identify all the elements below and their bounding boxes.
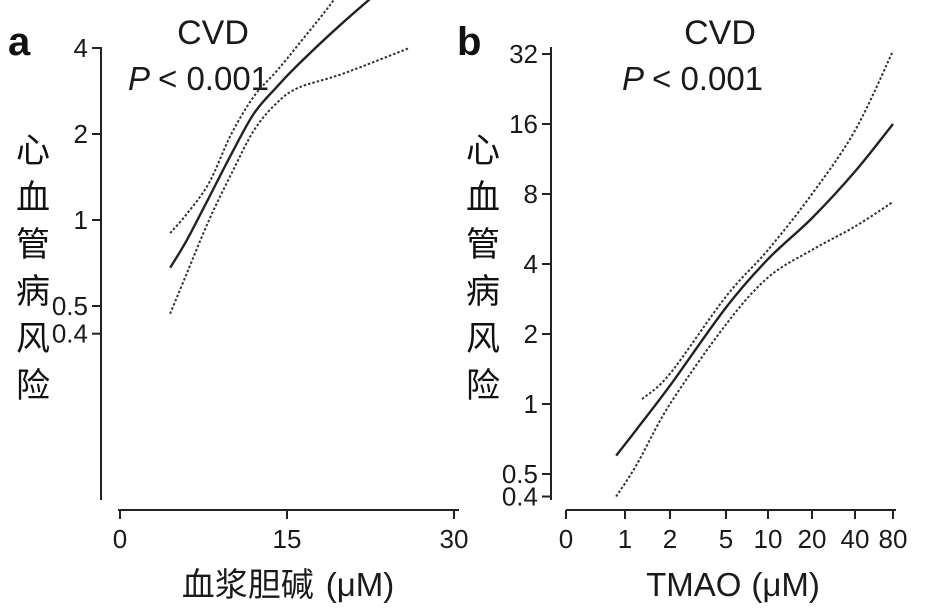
panel-b-x-ticks: 0 1 2 5 10 20 40 80	[559, 510, 908, 554]
panel-a-p-value: < 0.001	[158, 60, 269, 97]
panel-a-x-unit: (μM)	[326, 566, 394, 603]
panel-a-estimate-line	[169, 0, 371, 269]
panel-b-letter: b	[457, 20, 481, 64]
panel-a-x-tick-label: 0	[113, 524, 127, 554]
panel-b-y-label-char: 管	[466, 225, 500, 265]
panel-a-x-ticks: 0 15 30	[113, 510, 469, 554]
panel-b-estimate-line	[615, 123, 894, 457]
panel-a-y-label-char: 管	[16, 225, 50, 265]
panel-b-x-tick-label: 20	[798, 524, 827, 554]
panel-a-x-label-text: 血浆胆碱	[182, 565, 314, 604]
panel-a-pvalue: P < 0.001	[128, 60, 269, 97]
panel-b-series	[615, 50, 894, 498]
panel-b-y-label-char: 风	[466, 319, 500, 359]
panel-b-x-label-text: TMAO	[646, 566, 741, 603]
panel-b-y-tick-label: 2	[524, 319, 538, 349]
panel-b-x-tick-label: 5	[719, 524, 733, 554]
panel-b-y-label-char: 病	[466, 272, 500, 312]
panel-b-title: CVD	[684, 14, 756, 52]
panel-b-p-label: P	[622, 60, 644, 97]
panel-b-y-ticks: 0.40.5 1 2 4 8 16 32	[502, 39, 551, 512]
panel-a-y-label-char: 风	[16, 319, 50, 359]
panel-b-y-label-char: 险	[466, 366, 500, 406]
panel-a-x-tick-label: 30	[440, 524, 469, 554]
panel-b-y-tick-label: 0.5	[502, 459, 538, 489]
panel-b-y-tick-label: 8	[524, 179, 538, 209]
panel-a-letter: a	[8, 20, 31, 64]
panel-b-x-unit: (μM)	[751, 566, 819, 603]
panel-b-y-label-char: 心	[466, 131, 500, 171]
panel-a-y-label-char: 心	[16, 131, 50, 171]
panel-b-x-tick-label: 40	[841, 524, 870, 554]
panel-b-upper-ci-line	[641, 50, 894, 400]
panel-a-upper-ci-line	[169, 0, 336, 234]
panel-a-x-axis-label: 血浆胆碱 (μM)	[182, 565, 394, 604]
panel-a-y-tick-label: 1	[74, 205, 88, 235]
panel-a-y-tick-label: 2	[74, 119, 88, 149]
panel-b-p-value: < 0.001	[652, 60, 763, 97]
panel-b-x-tick-label: 2	[663, 524, 677, 554]
panel-a-x-tick-label: 15	[273, 524, 302, 554]
panel-b-y-tick-label: 32	[509, 39, 538, 69]
panel-a-p-label: P	[128, 60, 150, 97]
panel-a-series	[169, 0, 410, 315]
panel-b-pvalue: P < 0.001	[622, 60, 763, 97]
panel-b-x-tick-label: 10	[754, 524, 783, 554]
panel-b-y-tick-label: 1	[524, 389, 538, 419]
panel-b-y-tick-label: 16	[509, 109, 538, 139]
panel-b-y-tick-label: 0.4	[502, 482, 538, 512]
panel-a-lower-ci-line	[169, 47, 410, 315]
panel-b-x-tick-label: 1	[618, 524, 632, 554]
panel-b-x-axis-label: TMAO (μM)	[646, 566, 820, 603]
panel-a-y-label-char: 病	[16, 272, 50, 312]
panel-b-y-tick-label: 4	[524, 249, 538, 279]
panel-a-y-tick-label: 4	[74, 33, 88, 63]
panel-b-x-tick-label: 80	[879, 524, 908, 554]
panel-a-y-label-char: 险	[16, 366, 50, 406]
panel-a-title: CVD	[177, 14, 249, 52]
panel-a-y-tick-label: 0.4	[52, 319, 88, 349]
panel-a-y-label-char: 血	[16, 178, 50, 218]
panel-b-y-label-char: 血	[466, 178, 500, 218]
panel-b-x-tick-label: 0	[559, 524, 573, 554]
panel-a-y-tick-label: 0.5	[52, 291, 88, 321]
panel-b-lower-ci-line	[615, 201, 894, 498]
